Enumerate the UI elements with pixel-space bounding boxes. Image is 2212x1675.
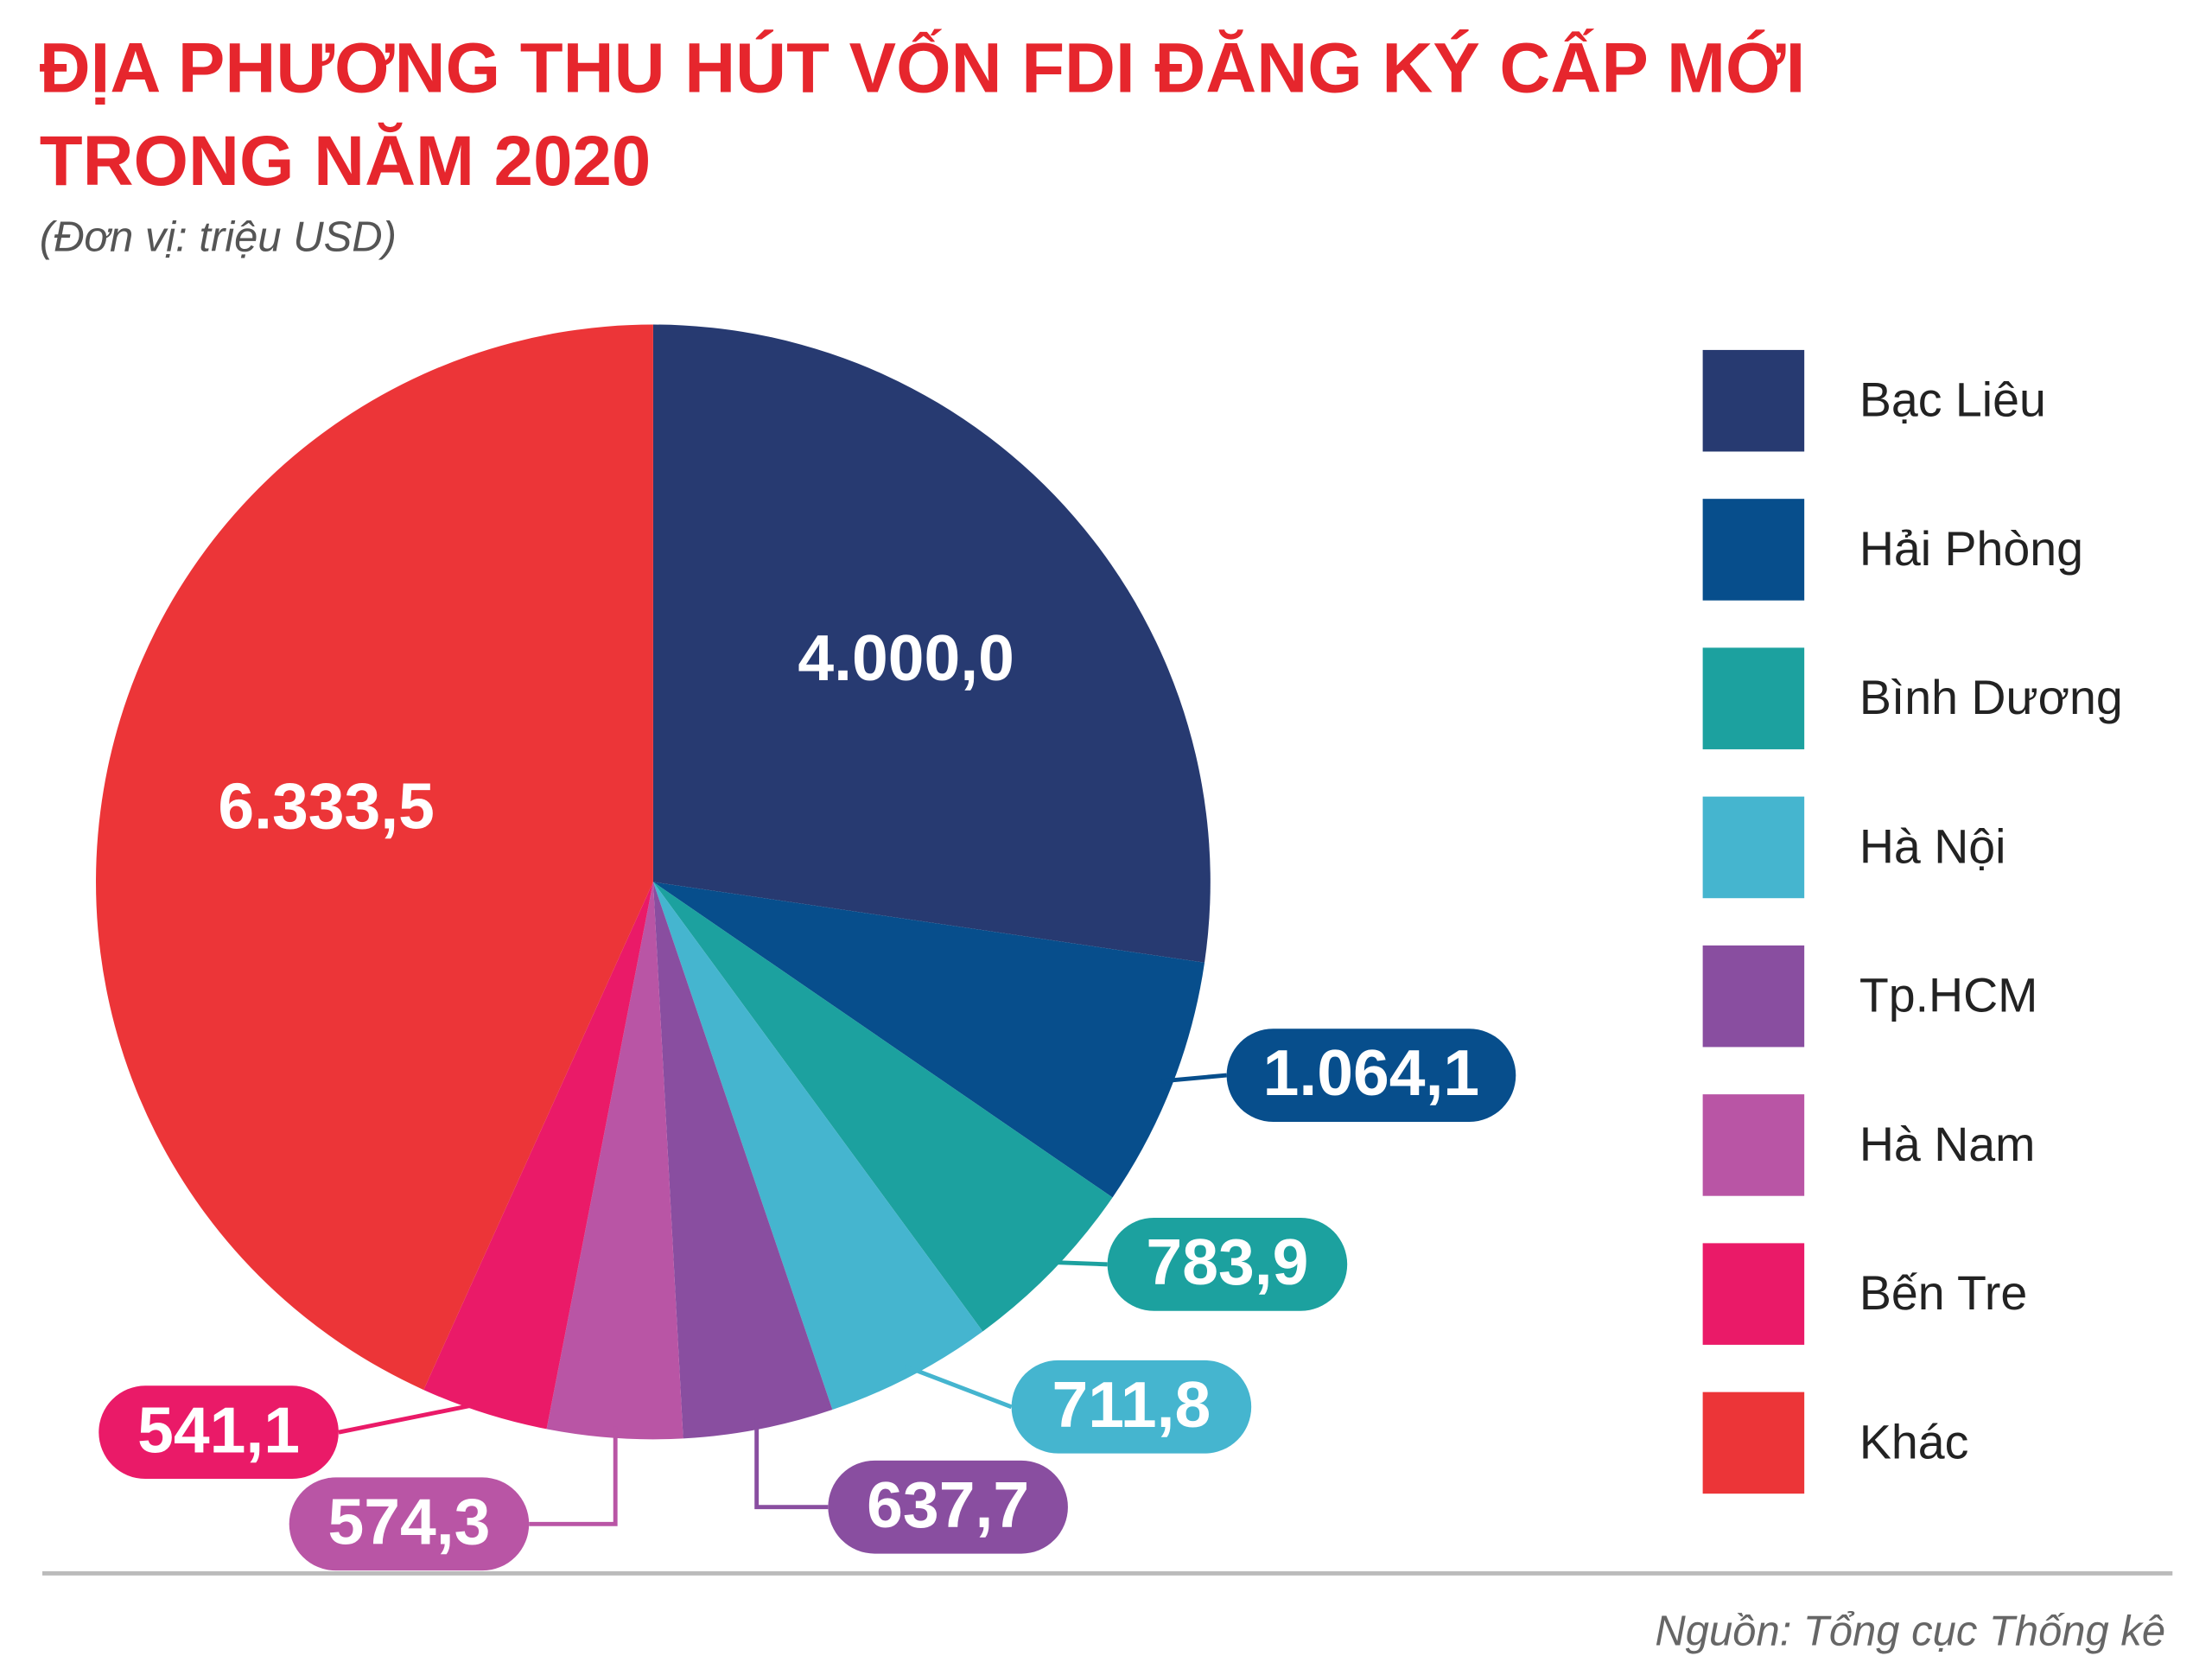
legend-swatch	[1702, 1243, 1805, 1345]
chart-title: TRONG NĂM 2020	[40, 122, 652, 201]
data-label: 541,1	[137, 1393, 300, 1466]
legend-label: Hải Phòng	[1859, 522, 2083, 576]
leader-line	[1160, 1073, 1227, 1084]
data-label: 711,8	[1052, 1368, 1211, 1441]
pie-slice	[652, 882, 833, 1439]
label-bubble	[1226, 1029, 1516, 1122]
legend-label: Bình Dương	[1859, 671, 2123, 724]
legend-label: Hà Nam	[1859, 1118, 2036, 1171]
data-label: 637,7	[867, 1468, 1029, 1541]
legend-swatch	[1702, 499, 1805, 601]
pie-slice	[652, 882, 1113, 1332]
data-label: 783,9	[1146, 1226, 1308, 1298]
legend-swatch	[1702, 1392, 1805, 1494]
leader-line	[338, 1400, 488, 1435]
pie-slice	[423, 882, 653, 1430]
legend-label: Hà Nội	[1859, 819, 2006, 873]
leader-line	[754, 1417, 829, 1510]
legend-label: Tp.HCM	[1859, 969, 2038, 1022]
data-label: 6.333,5	[218, 770, 435, 843]
leader-line	[904, 1364, 1013, 1410]
legend-swatch	[1702, 1094, 1805, 1196]
legend-label: Bến Tre	[1859, 1266, 2027, 1320]
legend-swatch	[1702, 945, 1805, 1048]
pie-slice	[96, 324, 653, 1391]
legend-swatch	[1702, 647, 1805, 749]
label-bubble	[1107, 1218, 1348, 1311]
chart-subtitle: (Đơn vị: triệu USD)	[40, 214, 397, 261]
source: Nguồn: Tổng cục Thống kê	[1655, 1608, 2165, 1655]
pie-slice	[546, 882, 683, 1440]
leader-line	[529, 1426, 618, 1526]
chart-title: ĐỊA PHƯƠNG THU HÚT VỐN FDI ĐĂNG KÝ CẤP M…	[40, 29, 1806, 107]
label-bubble	[289, 1477, 530, 1571]
leader-line	[1045, 1259, 1108, 1267]
data-label: 574,3	[328, 1485, 491, 1557]
label-bubble	[1011, 1360, 1252, 1454]
legend-label: Bạc Liêu	[1859, 373, 2046, 427]
pie-slice	[652, 882, 983, 1411]
legend-swatch	[1702, 796, 1805, 899]
legend-label: Khác	[1859, 1415, 1969, 1468]
legend-swatch	[1702, 349, 1805, 452]
data-label: 1.064,1	[1263, 1036, 1480, 1109]
pie-slice	[652, 324, 1211, 963]
label-bubble	[99, 1385, 339, 1480]
pie-slice	[652, 882, 1205, 1198]
label-bubble	[828, 1460, 1068, 1554]
data-label: 4.000,0	[798, 621, 1014, 694]
